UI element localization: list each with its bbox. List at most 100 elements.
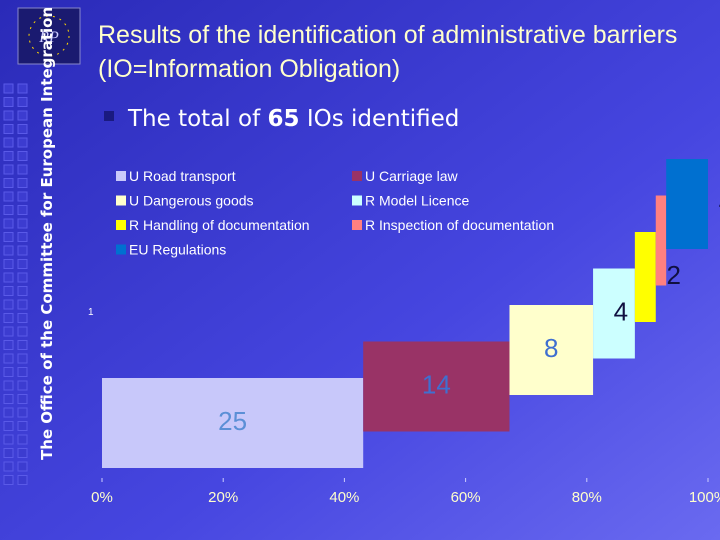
data-label: 14 [422, 370, 451, 400]
decor-square [3, 367, 14, 377]
data-label: 2 [667, 260, 681, 290]
decor-square [17, 380, 28, 391]
decor-square [17, 83, 28, 94]
decor-square [17, 218, 28, 229]
decor-square [17, 124, 28, 134]
decor-square [17, 394, 28, 404]
decor-square [3, 191, 14, 202]
decor-square [3, 394, 14, 404]
x-tick-label: 100% [689, 489, 720, 506]
x-tick-label: 20% [208, 489, 238, 506]
decor-squares [3, 83, 28, 485]
y-marker: 1 [88, 307, 94, 318]
decor-square [17, 191, 28, 202]
organization: The Office of the Committee for European… [38, 7, 56, 460]
decor-square [3, 259, 14, 269]
decor-square [3, 83, 14, 94]
decor-square [3, 137, 14, 148]
decor-square [17, 137, 28, 148]
decor-square [3, 407, 14, 418]
legend: U Road transport U Dangerous goods R Handl… [116, 168, 554, 258]
legend-label: U Carriage law [365, 168, 458, 184]
legend-label: R Inspection of documentation [365, 217, 554, 233]
decor-square [17, 110, 28, 121]
decor-square [17, 313, 28, 323]
logo-mark: RP [38, 29, 59, 46]
bullet-suffix: IOs identified [307, 106, 460, 132]
decor-square [3, 286, 14, 296]
decor-square [17, 353, 28, 364]
legend-label: U Dangerous goods [129, 193, 254, 209]
legend-swatch [116, 244, 126, 255]
block [509, 305, 594, 395]
block [363, 341, 510, 432]
data-label: 4 [719, 187, 720, 217]
block [102, 378, 364, 468]
x-tick-label: 0% [91, 489, 113, 506]
decor-square [17, 259, 28, 269]
decor-square [3, 380, 14, 391]
decor-square [3, 461, 14, 472]
decor-square [17, 326, 28, 337]
decor-square [3, 97, 14, 107]
decor-square [17, 232, 28, 242]
bullet-marker [104, 111, 114, 121]
decor-square [17, 421, 28, 431]
legend-swatch [352, 195, 362, 206]
decor-square [17, 272, 28, 283]
data-label: 25 [218, 406, 247, 436]
decor-square [17, 407, 28, 418]
decor-square [17, 286, 28, 296]
decor-square [17, 475, 28, 485]
decor-square [17, 367, 28, 377]
decor-square [3, 326, 14, 337]
decor-square [3, 421, 14, 431]
bullet-bold: 65 [267, 106, 299, 132]
chart-title: Results of the identification of adminis… [98, 21, 678, 83]
decor-square [3, 110, 14, 121]
decor-square [17, 205, 28, 215]
decor-square [3, 434, 14, 445]
decor-square [3, 218, 14, 229]
legend-label: R Handling of documentation [129, 217, 310, 233]
legend-label: R Model Licence [365, 193, 469, 209]
decor-square [3, 205, 14, 215]
decor-square [17, 164, 28, 175]
logo-stars [28, 15, 70, 57]
data-label: 8 [544, 333, 558, 363]
block [666, 159, 708, 249]
block [655, 195, 667, 286]
decor-square [3, 340, 14, 350]
decor-square [17, 178, 28, 188]
legend-swatch [116, 220, 126, 230]
decor-square [3, 448, 14, 458]
decor-square [17, 151, 28, 161]
decor-square [3, 124, 14, 134]
decor-square [3, 475, 14, 485]
x-tick-label: 40% [329, 489, 359, 506]
block [634, 232, 656, 322]
legend-label: U Road transport [129, 168, 236, 184]
legend-swatch [352, 171, 362, 181]
legend-swatch [116, 171, 126, 181]
bullet: The total of 65 IOs identified [127, 106, 459, 132]
legend-swatch [116, 195, 126, 206]
decor-square [3, 299, 14, 310]
plot: 0%20%40%60%80%100%251484214U Road transp… [91, 159, 720, 506]
x-tick-label: 80% [572, 489, 602, 506]
decor-square [17, 448, 28, 458]
block [593, 268, 635, 359]
data-label: 4 [614, 297, 628, 327]
decor-square [3, 353, 14, 364]
legend-label: EU Regulations [129, 242, 226, 258]
decor-square [17, 434, 28, 445]
decor-square [17, 461, 28, 472]
decor-square [17, 299, 28, 310]
decor-square [3, 164, 14, 175]
legend-swatch [352, 220, 362, 230]
decor-square [3, 151, 14, 161]
decor-square [3, 178, 14, 188]
logo [17, 7, 81, 65]
x-tick-label: 60% [451, 489, 481, 506]
